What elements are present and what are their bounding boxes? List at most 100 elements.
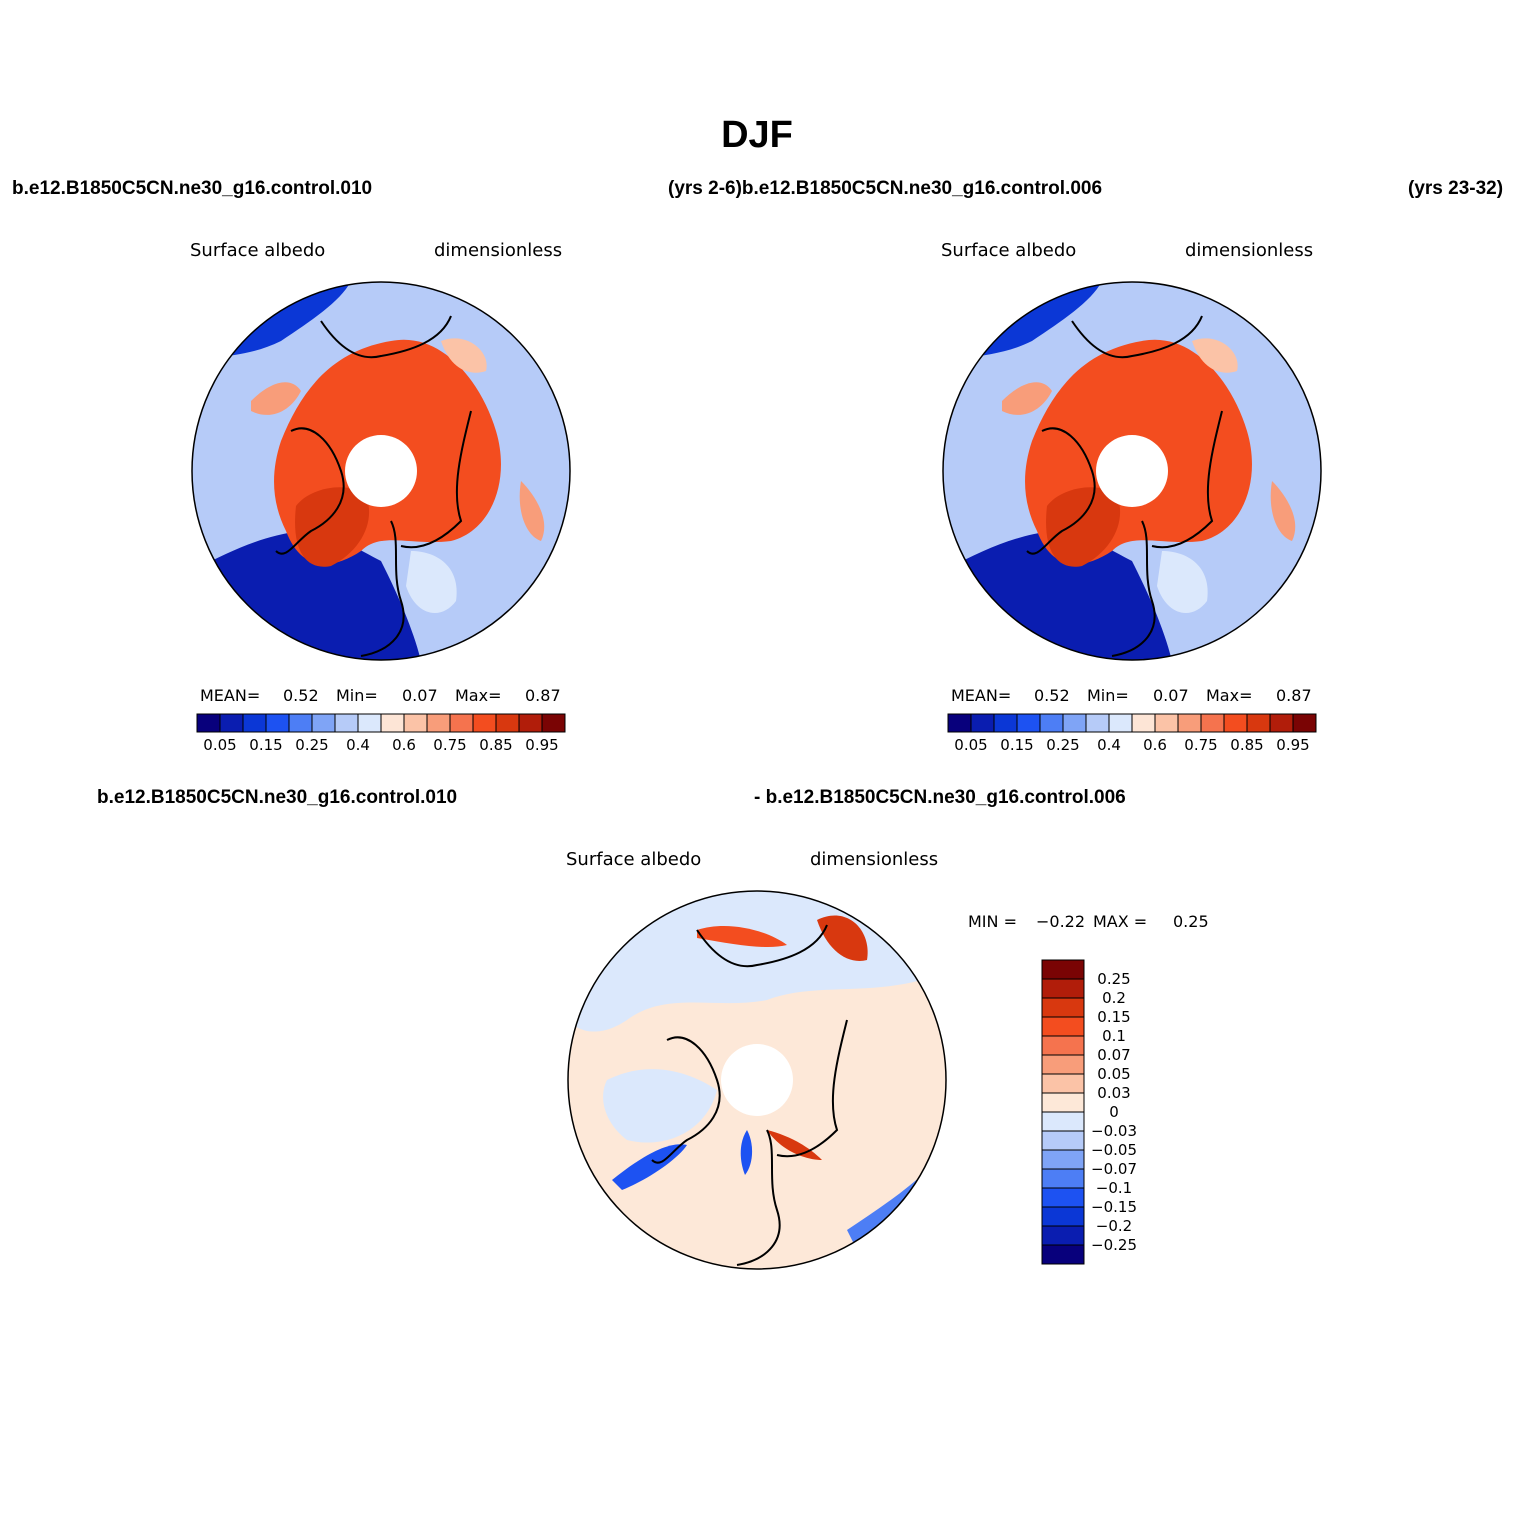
map3-region-blue-patch-2 bbox=[603, 1069, 717, 1143]
map2-coastline-1 bbox=[1071, 315, 1203, 359]
panel1-colorbar-tick-0: 0.05 bbox=[203, 736, 236, 754]
case-label-left: b.e12.B1850C5CN.ne30_g16.control.010 bbox=[12, 178, 373, 199]
panel3-colorbar-box-10 bbox=[1041, 1149, 1085, 1170]
panel3-colorbar-box-4 bbox=[1041, 1035, 1085, 1056]
panel1-colorbar-box-15 bbox=[541, 713, 566, 733]
map-panel1 bbox=[191, 281, 571, 661]
panel2-colorbar-tick-4: 0.6 bbox=[1143, 736, 1167, 754]
panel1-max-label: Max= bbox=[455, 686, 502, 705]
panel1-colorbar-box-11 bbox=[449, 713, 474, 733]
panel3-colorbar-tick-6: 0.03 bbox=[1097, 1084, 1130, 1102]
panel2-colorbar-box-4 bbox=[1039, 713, 1064, 733]
panel1-colorbar-box-10 bbox=[426, 713, 451, 733]
figure-title: DJF bbox=[721, 114, 793, 156]
panel2-colorbar-box-9 bbox=[1154, 713, 1179, 733]
map2-region-nw-pacific bbox=[1270, 481, 1296, 541]
panel3-colorbar-box-9 bbox=[1041, 1130, 1085, 1151]
panel3-colorbar-box-13 bbox=[1041, 1206, 1085, 1227]
panel3-colorbar-box-12 bbox=[1041, 1187, 1085, 1208]
map3-coastline-3 bbox=[736, 1129, 781, 1266]
panel3-colorbar-box-3 bbox=[1041, 1016, 1085, 1037]
panel3-colorbar-tick-5: 0.05 bbox=[1097, 1065, 1130, 1083]
panel1-mean-label: MEAN= bbox=[200, 686, 261, 705]
panel2-colorbar-tick-1: 0.15 bbox=[1000, 736, 1033, 754]
panel1-colorbar-box-9 bbox=[403, 713, 428, 733]
panel1-colorbar-box-1 bbox=[219, 713, 244, 733]
map1-coastline-2 bbox=[275, 427, 345, 555]
panel2-colorbar-box-8 bbox=[1131, 713, 1156, 733]
panel1-colorbar-tick-1: 0.15 bbox=[249, 736, 282, 754]
panel1-variable: Surface albedo bbox=[190, 240, 326, 261]
panel1-colorbar-box-13 bbox=[495, 713, 520, 733]
map-panel2 bbox=[942, 281, 1322, 661]
panel2-colorbar-box-15 bbox=[1292, 713, 1317, 733]
map3-region-ne-max bbox=[817, 915, 868, 961]
colorbar-panel2: 0.05 0.15 0.25 0.4 0.6 0.75 0.85 0.95 bbox=[947, 713, 1317, 754]
panel3-colorbar-tick-11: −0.1 bbox=[1096, 1179, 1132, 1197]
diff-case-label-right: - b.e12.B1850C5CN.ne30_g16.control.006 bbox=[754, 787, 1126, 808]
panel3-colorbar-tick-3: 0.1 bbox=[1102, 1027, 1126, 1045]
panel3-colorbar-box-8 bbox=[1041, 1111, 1085, 1132]
map2-pole-hole bbox=[1096, 435, 1168, 507]
panel2-colorbar-box-2 bbox=[993, 713, 1018, 733]
panel2-variable: Surface albedo bbox=[941, 240, 1077, 261]
panel3-colorbar-tick-7: 0 bbox=[1109, 1103, 1119, 1121]
panel2-colorbar-box-1 bbox=[970, 713, 995, 733]
panel1-colorbar-box-7 bbox=[357, 713, 382, 733]
map3-coastline-1 bbox=[696, 924, 828, 968]
panel2-colorbar-box-11 bbox=[1200, 713, 1225, 733]
diff-case-label-left: b.e12.B1850C5CN.ne30_g16.control.010 bbox=[97, 787, 458, 808]
panel2-colorbar-tick-6: 0.85 bbox=[1230, 736, 1263, 754]
map1-pole-hole bbox=[345, 435, 417, 507]
panel1-colorbar-tick-6: 0.85 bbox=[479, 736, 512, 754]
panel1-colorbar-box-8 bbox=[380, 713, 405, 733]
map2-region-eurasia-snow bbox=[1192, 338, 1238, 373]
panel1-colorbar-tick-4: 0.6 bbox=[392, 736, 416, 754]
map3-region-central-blue bbox=[740, 1130, 753, 1175]
panel3-colorbar-box-14 bbox=[1041, 1225, 1085, 1246]
panel2-colorbar-tick-0: 0.05 bbox=[954, 736, 987, 754]
colorbar-panel3: 0.250.20.150.10.070.050.030−0.03−0.05 −0.… bbox=[1041, 959, 1137, 1265]
map3-boundary bbox=[567, 890, 947, 1270]
panel1-colorbar-box-14 bbox=[518, 713, 543, 733]
panel3-colorbar-tick-2: 0.15 bbox=[1097, 1008, 1130, 1026]
panel3-colorbar-tick-1: 0.2 bbox=[1102, 989, 1126, 1007]
map3-coastline-2 bbox=[651, 1036, 721, 1164]
panel3-colorbar-tick-4: 0.07 bbox=[1097, 1046, 1130, 1064]
panel2-colorbar-box-6 bbox=[1085, 713, 1110, 733]
panel1-colorbar-tick-3: 0.4 bbox=[346, 736, 370, 754]
panel1-colorbar-box-5 bbox=[311, 713, 336, 733]
panel1-colorbar-box-6 bbox=[334, 713, 359, 733]
panel2-mean-value: 0.52 bbox=[1034, 686, 1070, 705]
panel3-colorbar-box-7 bbox=[1041, 1092, 1085, 1113]
map2-coastline-4 bbox=[1151, 410, 1223, 549]
map3-region-north-band bbox=[697, 925, 787, 948]
map3-region-east-red bbox=[767, 1130, 822, 1160]
panel2-colorbar-tick-5: 0.75 bbox=[1184, 736, 1217, 754]
panel2-colorbar-tick-3: 0.4 bbox=[1097, 736, 1121, 754]
panel2-colorbar-box-10 bbox=[1177, 713, 1202, 733]
panel3-colorbar-tick-9: −0.05 bbox=[1091, 1141, 1137, 1159]
map1-region-tundra bbox=[251, 382, 301, 415]
panel3-colorbar-tick-8: −0.03 bbox=[1091, 1122, 1137, 1140]
map3-coastline-4 bbox=[776, 1019, 848, 1158]
panel1-colorbar-tick-2: 0.25 bbox=[295, 736, 328, 754]
map2-region-tundra bbox=[1002, 382, 1052, 415]
map1-region-eurasia-snow bbox=[441, 338, 487, 373]
panel2-colorbar-tick-2: 0.25 bbox=[1046, 736, 1079, 754]
map1-region-north-sea bbox=[406, 551, 457, 613]
panel3-units: dimensionless bbox=[810, 849, 939, 870]
panel2-colorbar-box-12 bbox=[1223, 713, 1248, 733]
map2-boundary bbox=[942, 281, 1322, 661]
map2-region-greenland bbox=[1046, 487, 1121, 567]
panel3-colorbar-box-1 bbox=[1041, 978, 1085, 999]
panel2-units: dimensionless bbox=[1185, 240, 1314, 261]
panel3-colorbar-box-11 bbox=[1041, 1168, 1085, 1189]
map2-coastline-2 bbox=[1026, 427, 1096, 555]
panel3-colorbar-box-6 bbox=[1041, 1073, 1085, 1094]
colorbar-panel1: 0.05 0.15 0.25 0.4 0.6 0.75 0.85 0.95 bbox=[196, 713, 566, 754]
panel3-colorbar-tick-0: 0.25 bbox=[1097, 970, 1130, 988]
panel1-colorbar-box-4 bbox=[288, 713, 313, 733]
panel2-min-label: Min= bbox=[1087, 686, 1129, 705]
panel1-colorbar-box-2 bbox=[242, 713, 267, 733]
